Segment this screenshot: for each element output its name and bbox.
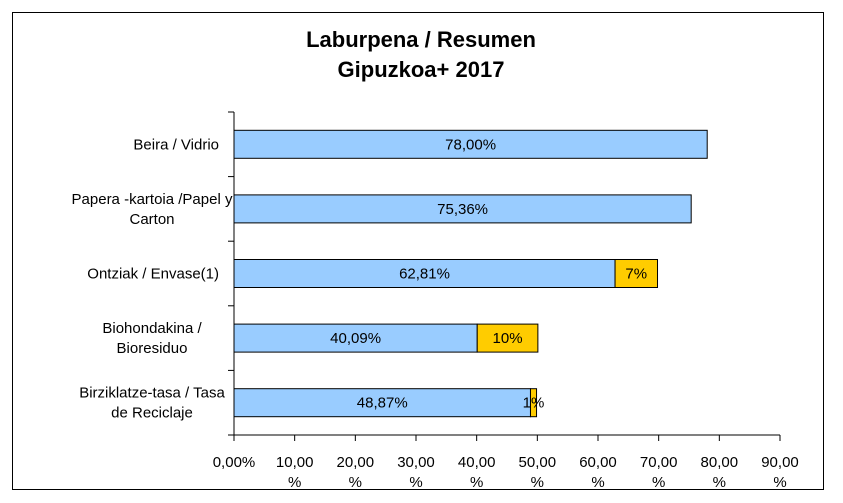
category-label: Birziklatze-tasa / Tasa de Reciclaje	[79, 385, 225, 422]
category-label: Biohondakina / Bioresiduo	[102, 320, 202, 357]
x-tick-label: 10,00%	[276, 454, 314, 491]
bar-segment-series-1	[233, 323, 478, 353]
bar-data-label: 75,36%	[437, 201, 488, 218]
chart-title: Laburpena / Resumen Gipuzkoa+ 2017	[306, 27, 536, 82]
bar-segment-series-1	[233, 129, 708, 159]
chart-title-line-2: Gipuzkoa+ 2017	[338, 57, 505, 82]
chart-title-line-1: Laburpena / Resumen	[306, 27, 536, 52]
category-label: Beira / Vidrio	[133, 136, 219, 153]
x-tick-label: 50,00%	[519, 454, 557, 491]
x-tick-label: 30,00%	[397, 454, 435, 491]
category-label: Ontziak / Envase(1)	[87, 266, 219, 283]
x-tick-label: 20,00%	[337, 454, 375, 491]
bar-segment-series-1	[233, 388, 531, 418]
x-tick-labels: 0,00% 10,00 % 20,00 % 30,00 % 40,00 % 50,00 % 60,00…	[213, 454, 799, 491]
category-labels: Beira / Vidrio Papera -kartoia /Papel y Ca…	[72, 136, 233, 421]
x-tick-label: 70,00%	[640, 454, 678, 491]
bar-data-label: 40,09%	[330, 330, 381, 347]
bar-data-label: 7%	[625, 266, 647, 283]
x-tick-label: 0,00%	[213, 454, 256, 471]
bar-data-label: 78,00%	[445, 136, 496, 153]
bar-data-label: 62,81%	[399, 266, 450, 283]
x-tick-label: 60,00%	[579, 454, 617, 491]
bar-segment-series-1	[233, 259, 616, 288]
bar-segment-series-2	[614, 259, 659, 288]
bar-data-label: 10%	[493, 330, 523, 347]
bar-segment-series-2	[476, 323, 539, 353]
x-tick-label: 80,00%	[701, 454, 739, 491]
x-tick-label: 90,00%	[761, 454, 799, 491]
bar-segment-series-2	[529, 388, 538, 418]
bar-data-label: 48,87%	[357, 395, 408, 412]
bar-segment-series-1	[233, 194, 692, 224]
bar-data-label: 1%	[523, 395, 545, 412]
bars: 78,00% 75,36% 62,81% 7% 40,09% 10% 48,87% 1%	[233, 129, 708, 418]
category-label: Papera -kartoia /Papel y Carton	[72, 191, 233, 228]
x-tick-label: 40,00%	[458, 454, 496, 491]
